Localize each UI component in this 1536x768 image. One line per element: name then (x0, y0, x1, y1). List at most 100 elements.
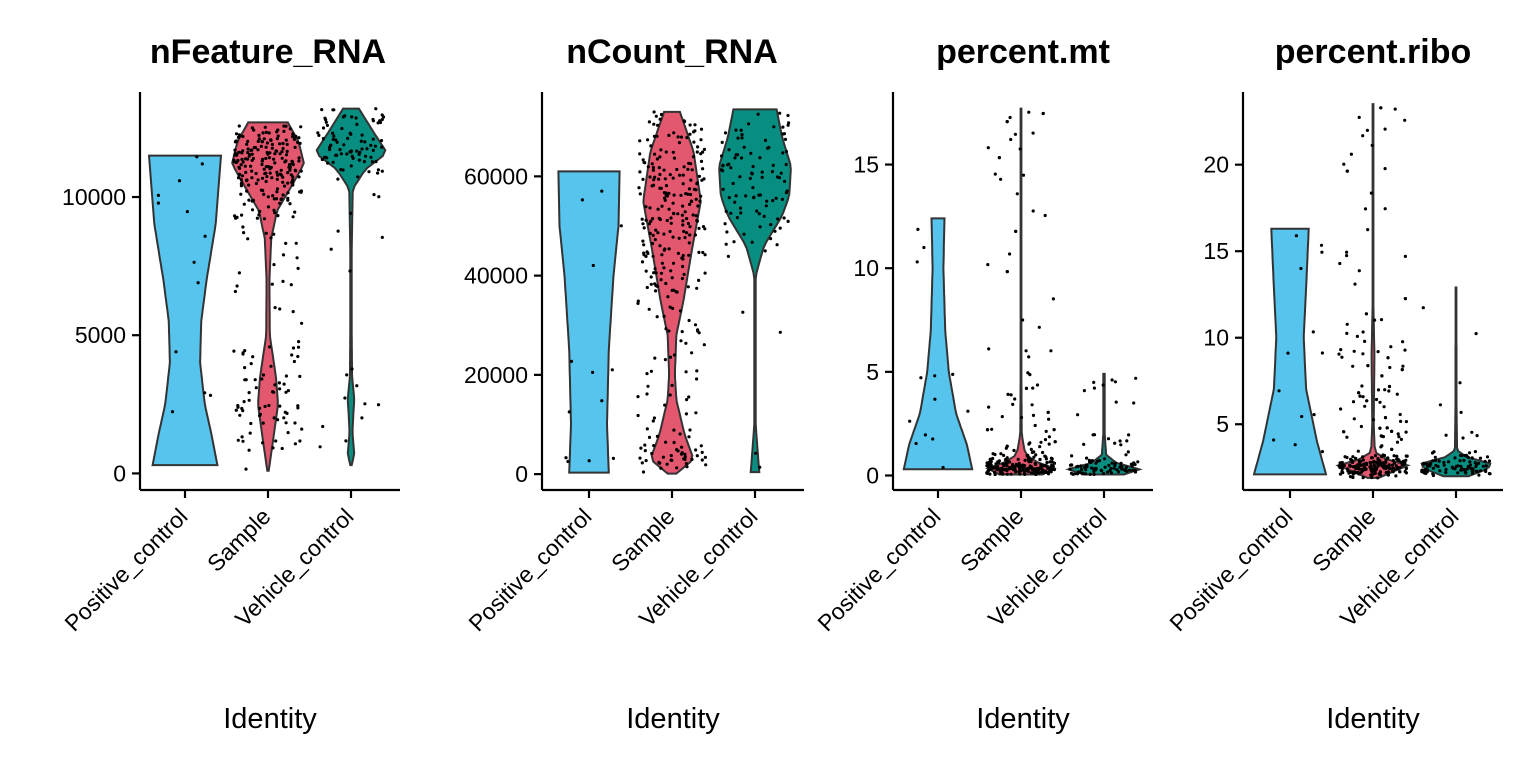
data-point (1112, 466, 1116, 470)
data-point (664, 150, 668, 154)
data-point (240, 435, 244, 439)
data-point (203, 391, 207, 395)
data-point (320, 157, 324, 162)
data-point (1068, 467, 1072, 471)
data-point (987, 465, 991, 469)
data-point (694, 411, 698, 415)
data-point (1011, 402, 1015, 406)
data-point (1041, 450, 1045, 455)
data-point (1352, 417, 1356, 421)
data-point (281, 253, 286, 257)
data-point (689, 199, 694, 204)
data-point (376, 121, 380, 125)
data-point (1487, 459, 1491, 463)
data-point (1119, 461, 1123, 465)
data-point (727, 148, 731, 152)
violin-positive-control (902, 217, 974, 471)
data-point (1023, 472, 1027, 476)
data-point (778, 111, 782, 115)
data-point (260, 377, 264, 381)
data-point (1101, 383, 1105, 387)
data-point (1340, 469, 1344, 474)
data-point (1366, 228, 1370, 232)
data-point (298, 374, 302, 378)
data-point (1351, 475, 1355, 479)
data-point (237, 271, 241, 275)
data-point (760, 170, 764, 174)
data-point (1420, 468, 1424, 472)
data-point (644, 205, 648, 209)
data-point (275, 170, 279, 174)
data-point (239, 178, 243, 182)
data-point (691, 155, 696, 159)
data-point (1026, 469, 1030, 473)
data-point (261, 441, 265, 445)
data-point (1013, 469, 1018, 473)
data-point (591, 263, 595, 268)
data-point (1338, 465, 1342, 470)
data-point (340, 126, 344, 131)
data-point (1461, 436, 1465, 440)
data-point (1364, 312, 1368, 316)
data-point (254, 171, 258, 176)
data-point (281, 175, 285, 179)
data-point (272, 416, 276, 420)
data-point (1351, 455, 1355, 459)
data-point (1017, 464, 1021, 468)
data-point (261, 188, 265, 193)
data-point (1387, 389, 1391, 393)
data-point (739, 211, 743, 215)
data-point (682, 229, 686, 234)
data-point (363, 140, 367, 144)
data-point (238, 172, 242, 176)
data-point (681, 264, 685, 269)
data-point (1114, 400, 1118, 404)
data-point (241, 409, 245, 413)
data-point (1456, 471, 1460, 475)
data-point (291, 181, 295, 185)
data-point (731, 181, 735, 186)
data-point (1380, 374, 1384, 378)
data-point (914, 441, 918, 446)
data-point (1353, 282, 1357, 286)
data-point (736, 136, 740, 140)
data-point (1300, 414, 1304, 419)
data-point (651, 241, 655, 246)
data-point (1421, 462, 1425, 466)
data-point (694, 188, 698, 192)
data-point (260, 139, 264, 144)
data-point (669, 454, 673, 458)
data-point (675, 466, 679, 470)
data-point (764, 204, 768, 208)
data-point (672, 131, 676, 135)
data-point (696, 204, 700, 208)
data-point (1405, 454, 1409, 458)
data-point (1009, 137, 1013, 142)
data-point (247, 198, 251, 202)
data-point (275, 177, 279, 181)
data-point (652, 134, 657, 138)
data-point (1378, 473, 1382, 477)
data-point (999, 472, 1003, 476)
data-point (776, 217, 780, 221)
data-point (367, 170, 371, 174)
data-point (1044, 455, 1048, 459)
data-point (1401, 459, 1405, 463)
data-point (1403, 348, 1407, 352)
data-point (348, 269, 352, 273)
data-point (723, 131, 728, 135)
data-point (1047, 469, 1052, 474)
data-point (266, 165, 271, 169)
data-point (272, 197, 276, 201)
data-point (285, 142, 289, 146)
data-point (1477, 473, 1481, 477)
data-point (638, 139, 642, 143)
data-point (1484, 468, 1488, 472)
data-point (1043, 464, 1048, 468)
data-point (1361, 134, 1365, 138)
data-point (1337, 352, 1341, 356)
data-point (371, 137, 375, 141)
data-point (697, 174, 702, 178)
data-point (192, 260, 196, 264)
data-point (1392, 454, 1396, 458)
